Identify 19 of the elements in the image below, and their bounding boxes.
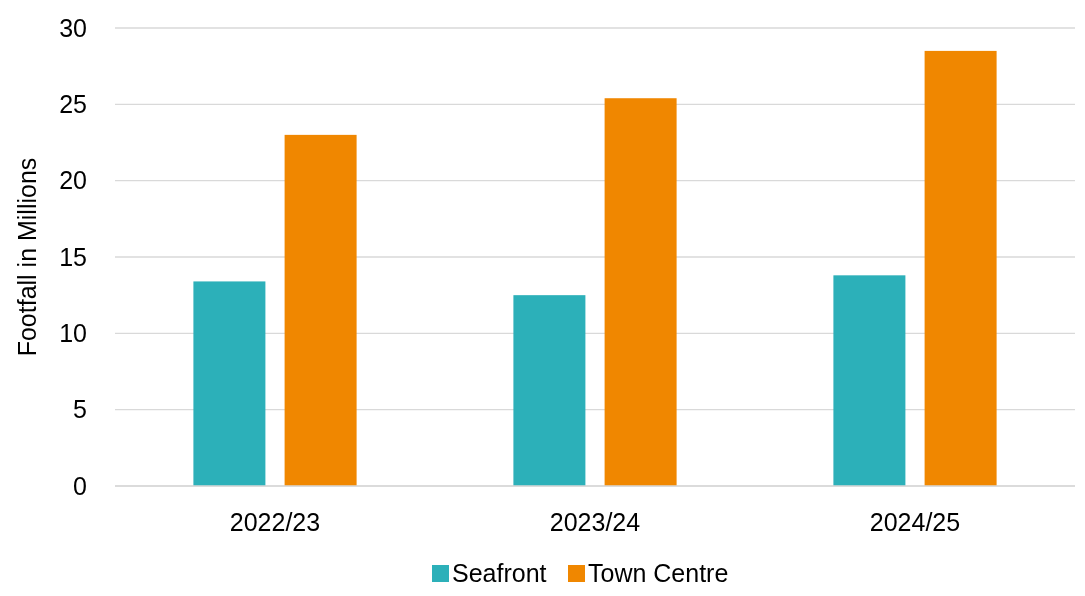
y-tick-label: 0 <box>73 471 87 500</box>
bar <box>833 275 906 486</box>
bar <box>193 281 266 486</box>
x-tick-label: 2023/24 <box>549 508 641 536</box>
y-tick-label: 25 <box>59 90 87 119</box>
y-tick-label: 20 <box>59 166 87 195</box>
bar <box>513 295 586 486</box>
y-tick-label: 10 <box>59 319 87 348</box>
legend-label: Seafront <box>452 559 547 587</box>
bar <box>924 50 997 486</box>
y-axis-title: Footfall in Millions <box>13 157 41 357</box>
y-tick-label: 15 <box>59 242 87 271</box>
y-tick-label: 30 <box>59 13 87 42</box>
x-tick-label: 2022/23 <box>229 508 321 536</box>
y-tick-label: 5 <box>73 395 87 424</box>
legend-label: Town Centre <box>588 559 729 587</box>
bar <box>604 98 677 486</box>
bar <box>284 134 357 486</box>
x-tick-label: 2024/25 <box>869 508 961 536</box>
